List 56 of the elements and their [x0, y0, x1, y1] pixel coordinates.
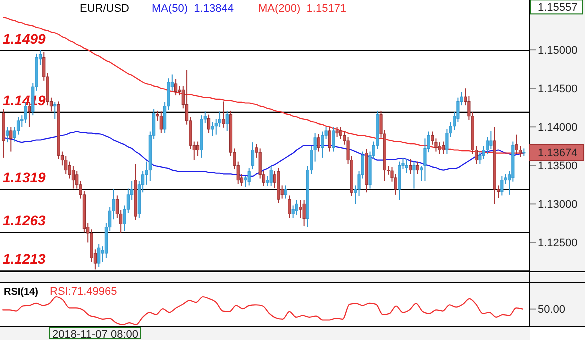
candlestick — [288, 195, 292, 219]
candlestick — [284, 185, 288, 200]
ref-line-label: 1.1213 — [3, 251, 46, 268]
candlestick — [64, 156, 68, 175]
candlestick — [295, 200, 299, 216]
candlestick — [500, 176, 504, 196]
candlestick — [244, 176, 248, 188]
candlestick — [98, 244, 101, 268]
candlestick — [54, 102, 57, 120]
candlestick — [398, 161, 402, 201]
candlestick — [251, 142, 255, 170]
ref-line-label: 1.1499 — [3, 30, 46, 47]
candlestick — [442, 141, 446, 155]
candlestick — [174, 78, 178, 96]
candlestick — [412, 161, 416, 190]
candlestick — [160, 111, 163, 134]
text: 2018-11-07 08:00 — [52, 328, 139, 340]
text: 1.13674 — [538, 147, 578, 160]
candlestick — [490, 130, 493, 150]
candlestick — [515, 134, 518, 155]
ref-line-label: 1.1319 — [3, 170, 46, 186]
text: MA(50) 1.13844 — [152, 3, 234, 15]
candlestick — [222, 101, 226, 128]
y-tick-label: 1.13000 — [538, 199, 578, 212]
y-tick-label: 1.12500 — [538, 238, 578, 250]
series-label: RSI:71.49965 — [50, 286, 118, 298]
candlestick — [405, 159, 408, 174]
y-tick-label: 1.15000 — [538, 44, 578, 57]
candlestick — [336, 126, 339, 138]
candlestick — [299, 200, 302, 219]
candlestick — [328, 126, 332, 152]
candlestick — [321, 131, 324, 158]
candlestick — [211, 122, 214, 137]
candlestick — [302, 200, 306, 228]
candlestick — [72, 166, 75, 190]
candlestick — [10, 126, 13, 152]
text: 50.00 — [538, 304, 566, 316]
y-tick-label: 1.14500 — [538, 83, 578, 96]
y-tick-label: 1.15557 — [538, 2, 578, 14]
candlestick — [270, 166, 273, 187]
ref-line-label: 1.1263 — [3, 212, 46, 229]
candlestick — [332, 126, 336, 152]
chart-title: RSI(14) — [4, 287, 38, 298]
candlestick — [196, 141, 200, 157]
candlestick — [409, 159, 412, 175]
candlestick — [438, 142, 442, 155]
candlestick — [6, 126, 10, 144]
text: MA(200) 1.15171 — [258, 3, 347, 15]
candlestick — [248, 167, 251, 186]
candlestick — [226, 110, 229, 132]
y-tick-label: 1.13500 — [538, 160, 578, 173]
candlestick — [208, 114, 211, 134]
chart-title: EUR/USD — [80, 3, 130, 15]
y-tick-label: 1.14000 — [538, 122, 578, 134]
candlestick — [416, 161, 420, 175]
candlestick — [317, 134, 320, 152]
